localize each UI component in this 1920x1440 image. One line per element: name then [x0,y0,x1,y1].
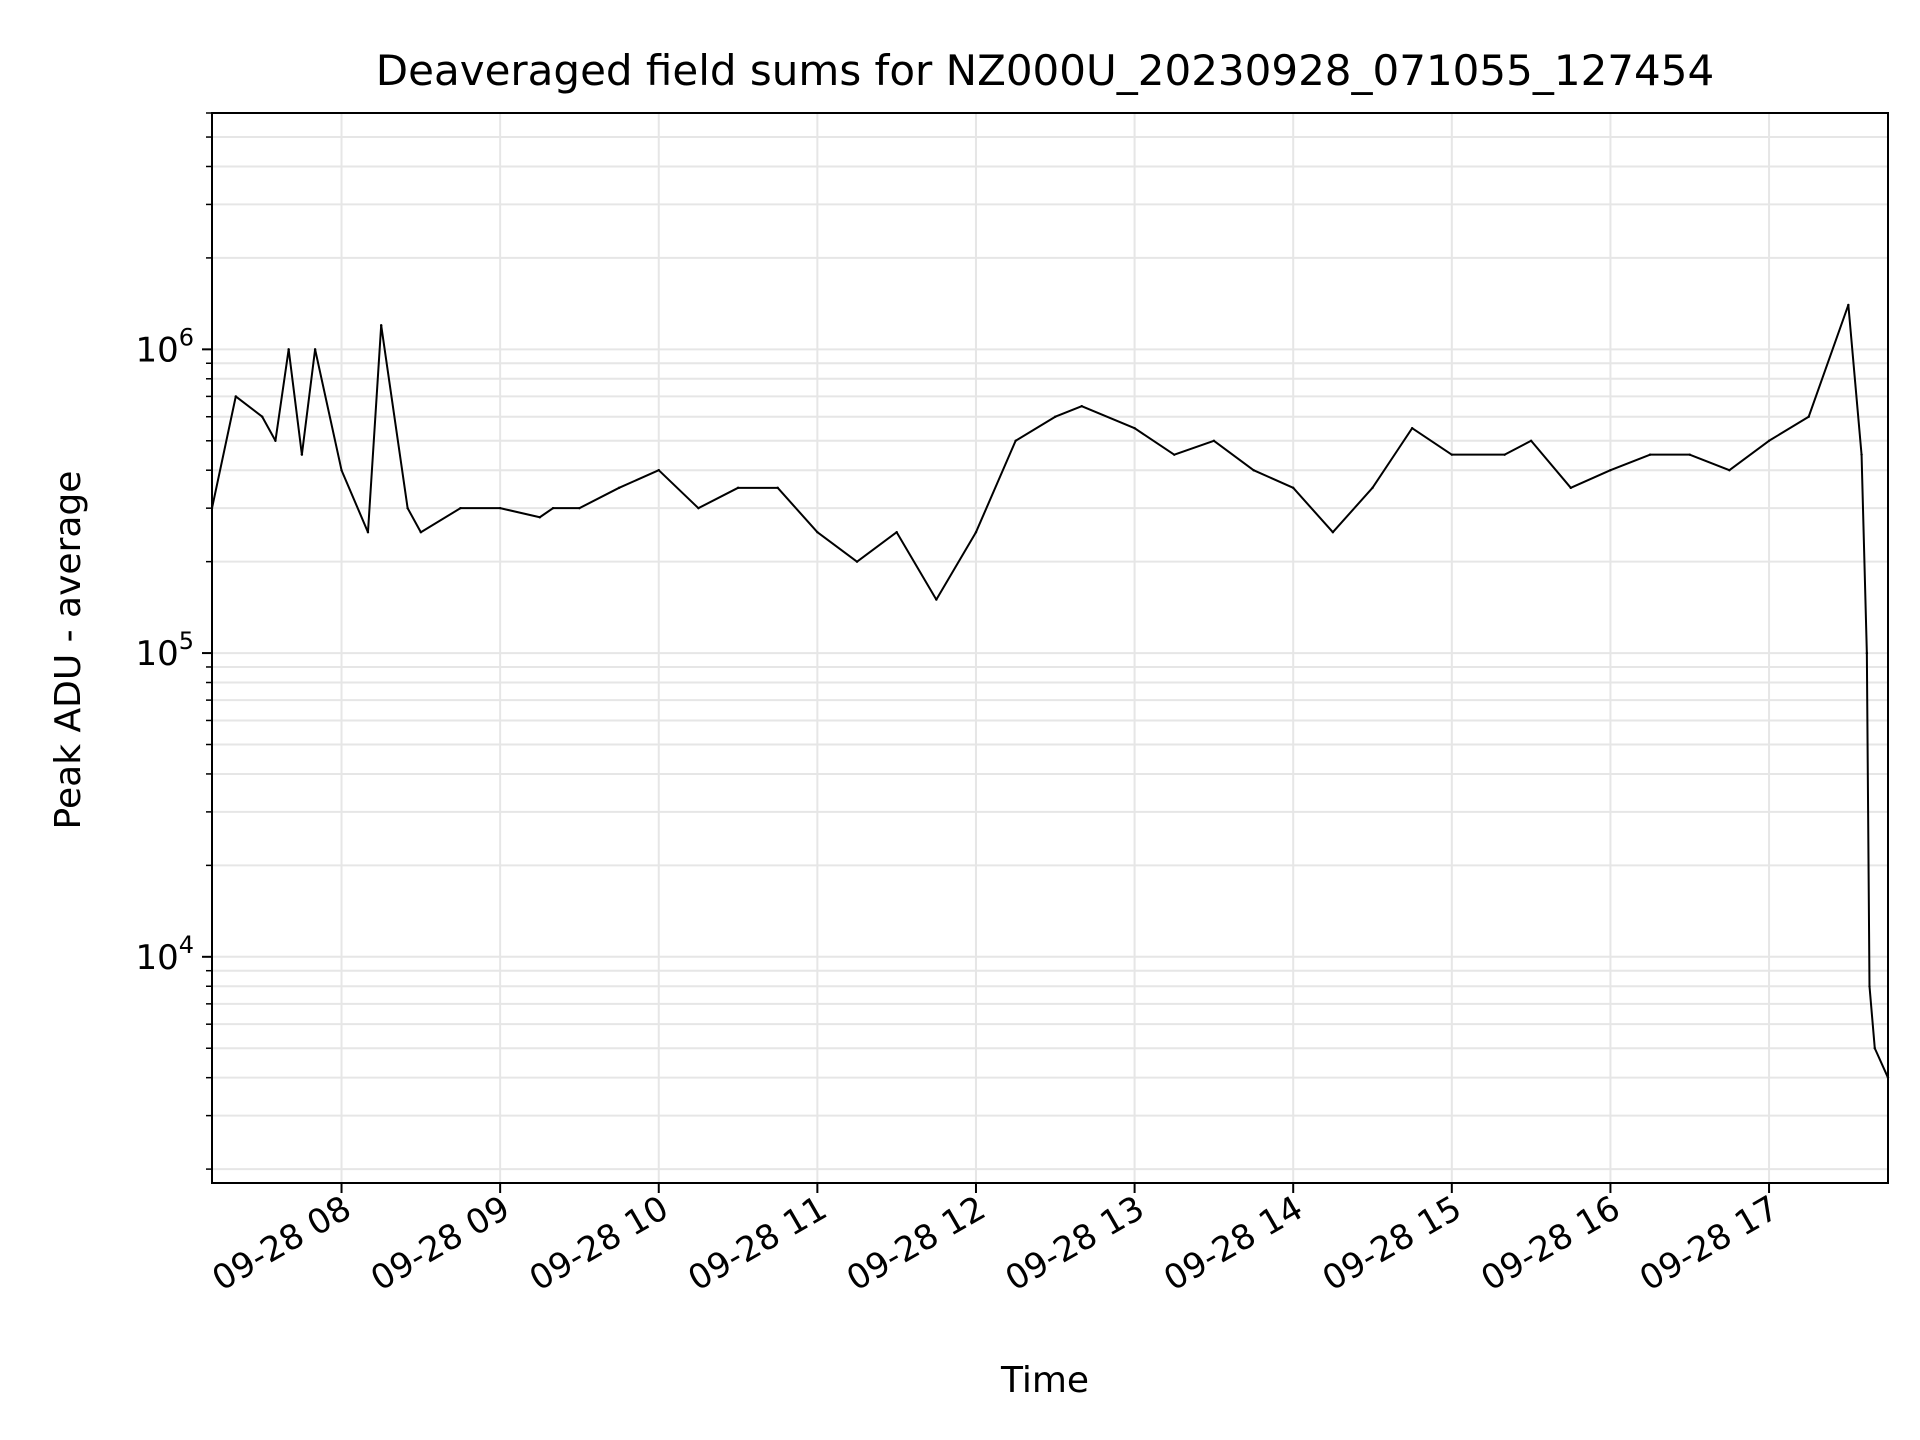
y-tick-label: 104 [135,931,194,978]
series-line-segment [1768,415,1810,442]
series-line-segment [211,395,237,510]
series-line-segment [314,348,343,472]
series-line-segment [935,531,977,601]
series-layer [210,303,1890,1079]
series-line-segment [1292,486,1334,534]
series-line-segment [895,531,938,601]
series-line-segment [499,507,541,519]
series-line-segment [1371,427,1414,489]
series-line-segment [538,507,555,519]
series-line-segment [1173,439,1215,456]
series-line-segment [419,507,462,534]
series-line-segment [340,469,369,534]
series-line-segment [1054,405,1083,418]
y-tick-label: 105 [135,627,194,674]
series-line-segment [1865,652,1871,988]
series-line-segment [1331,486,1374,534]
series-line-segment [697,486,740,510]
series-line-segment [856,531,898,563]
series-line-segment [1868,985,1876,1050]
series-line-segment [578,486,621,510]
series-line-segment [366,324,383,534]
series-line-segment [1530,439,1572,489]
series-line-segment [1411,427,1453,456]
major-grid [212,113,1888,1183]
y-axis-label: Peak ADU - average [48,471,89,830]
series-line-segment [657,469,700,510]
series-line-segment [816,531,859,563]
series-line-segment [287,348,303,456]
series-line-segment [406,507,422,534]
series-line-segment [776,486,819,534]
series-line-segment [1860,453,1868,655]
series-line-segment [1080,405,1136,430]
plot-frame [211,112,1889,1184]
series-line-segment [380,324,409,510]
series-line-segment [261,415,277,442]
series-line-segment [974,439,1017,534]
series-line-segment [234,395,264,418]
series-line-segment [1847,303,1863,456]
minor-grid [212,112,1888,1171]
series-line-segment [274,348,290,442]
series-line-segment [1133,427,1176,456]
series-line-segment [1252,469,1295,489]
series-line-segment [1688,453,1731,472]
series-line-segment [300,348,317,456]
series-line-segment [1807,303,1850,418]
series-line-segment [1212,439,1255,472]
y-tick-label: 106 [135,323,194,370]
series-line-segment [1014,415,1057,442]
x-axis-label: Time [1000,1360,1089,1401]
series-line-segment [1503,439,1533,456]
series-line-segment [1873,1047,1889,1079]
chart-title: Deaveraged field sums for NZ000U_2023092… [376,46,1714,95]
series-line-segment [618,469,660,489]
series-line-segment [1728,439,1771,472]
series-line-segment [1609,453,1652,472]
series-line-segment [1569,469,1612,489]
